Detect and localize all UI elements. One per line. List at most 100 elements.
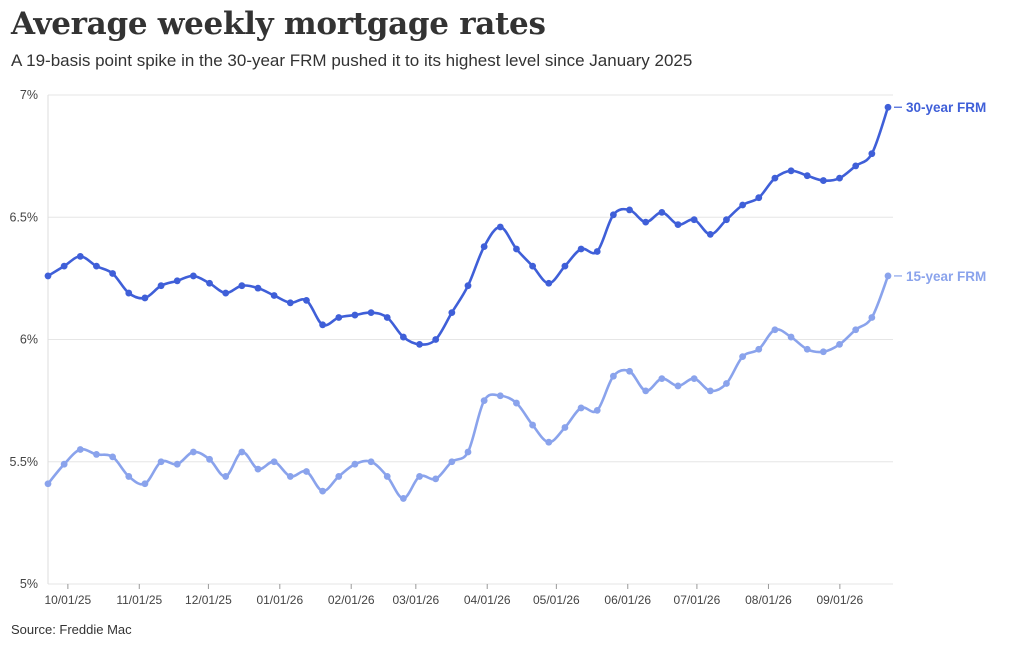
data-point-15-year-frm <box>109 453 117 461</box>
data-point-30-year-frm <box>723 216 730 224</box>
y-tick-label: 5.5% <box>10 455 39 469</box>
series-layer <box>44 103 892 502</box>
data-point-30-year-frm <box>60 262 68 270</box>
data-point-15-year-frm <box>335 473 343 480</box>
data-point-30-year-frm <box>803 172 811 180</box>
data-point-15-year-frm <box>448 458 456 466</box>
data-point-15-year-frm <box>238 448 246 456</box>
data-point-30-year-frm <box>513 245 520 253</box>
data-point-30-year-frm <box>658 208 666 216</box>
data-point-30-year-frm <box>642 218 650 226</box>
data-point-30-year-frm <box>141 294 149 302</box>
data-point-30-year-frm <box>432 336 440 343</box>
data-point-30-year-frm <box>157 282 165 290</box>
data-point-15-year-frm <box>868 314 876 321</box>
data-point-15-year-frm <box>674 382 682 390</box>
data-point-15-year-frm <box>206 455 213 463</box>
data-point-15-year-frm <box>836 340 843 348</box>
data-point-15-year-frm <box>189 448 197 456</box>
data-point-15-year-frm <box>658 375 666 383</box>
data-point-15-year-frm <box>739 353 747 361</box>
data-point-15-year-frm <box>706 387 714 395</box>
data-point-15-year-frm <box>771 326 779 334</box>
data-point-30-year-frm <box>335 314 343 321</box>
x-tick-label: 02/01/26 <box>328 593 375 607</box>
y-tick-label: 7% <box>20 88 38 102</box>
data-point-30-year-frm <box>399 333 407 341</box>
series-label-30-year-frm: 30-year FRM <box>906 100 986 115</box>
data-point-30-year-frm <box>706 230 714 238</box>
grid-layer <box>48 94 893 585</box>
data-point-15-year-frm <box>44 480 52 488</box>
data-point-30-year-frm <box>222 289 230 297</box>
data-point-30-year-frm <box>787 167 795 175</box>
chart-title: Average weekly mortgage rates <box>11 6 546 42</box>
data-point-15-year-frm <box>609 372 617 380</box>
data-point-15-year-frm <box>319 487 327 495</box>
data-point-30-year-frm <box>739 201 747 209</box>
x-tick-label: 05/01/26 <box>533 593 580 607</box>
data-point-30-year-frm <box>44 272 52 280</box>
data-point-15-year-frm <box>222 473 230 480</box>
data-point-15-year-frm <box>157 458 165 466</box>
data-point-15-year-frm <box>852 326 860 334</box>
data-point-30-year-frm <box>238 282 246 290</box>
x-tick-label: 01/01/26 <box>256 593 303 607</box>
data-point-15-year-frm <box>819 348 827 356</box>
data-point-30-year-frm <box>319 321 327 329</box>
data-point-15-year-frm <box>755 345 763 353</box>
y-tick-label: 5% <box>20 577 38 591</box>
data-point-30-year-frm <box>690 216 698 224</box>
data-point-30-year-frm <box>771 174 779 182</box>
data-point-15-year-frm <box>432 475 440 483</box>
label-layer: 15-year FRM 30-year FRM <box>894 100 986 284</box>
data-point-30-year-frm <box>609 211 617 219</box>
data-point-15-year-frm <box>383 473 391 480</box>
data-point-15-year-frm <box>480 397 488 405</box>
data-point-15-year-frm <box>270 458 278 466</box>
data-point-15-year-frm <box>529 421 537 429</box>
x-tick-label: 04/01/26 <box>464 593 511 607</box>
data-point-30-year-frm <box>303 296 310 304</box>
data-point-30-year-frm <box>561 262 569 270</box>
x-tick-label: 11/01/25 <box>116 593 162 607</box>
data-point-30-year-frm <box>529 262 537 270</box>
data-point-30-year-frm <box>755 194 763 202</box>
data-point-30-year-frm <box>270 292 278 299</box>
data-point-30-year-frm <box>868 150 876 158</box>
data-point-15-year-frm <box>416 473 423 480</box>
data-point-30-year-frm <box>626 206 633 214</box>
data-point-30-year-frm <box>416 340 423 348</box>
x-tick-label: 03/01/26 <box>392 593 439 607</box>
data-point-30-year-frm <box>480 243 488 250</box>
data-point-30-year-frm <box>189 272 197 280</box>
data-point-30-year-frm <box>351 311 359 319</box>
x-tick-label: 10/01/25 <box>45 593 92 607</box>
data-point-30-year-frm <box>367 309 375 316</box>
data-point-30-year-frm <box>125 289 133 297</box>
data-point-30-year-frm <box>206 279 213 287</box>
data-point-30-year-frm <box>852 162 860 170</box>
data-point-15-year-frm <box>577 404 585 412</box>
data-point-30-year-frm <box>593 248 601 255</box>
data-point-15-year-frm <box>76 446 84 453</box>
data-point-15-year-frm <box>803 345 811 353</box>
data-point-30-year-frm <box>109 270 117 277</box>
data-point-30-year-frm <box>286 299 294 307</box>
data-point-30-year-frm <box>674 221 682 228</box>
data-point-15-year-frm <box>367 458 375 466</box>
data-point-15-year-frm <box>561 424 569 431</box>
data-point-15-year-frm <box>723 380 730 387</box>
data-point-15-year-frm <box>496 392 504 400</box>
data-point-30-year-frm <box>173 277 181 285</box>
data-point-30-year-frm <box>93 262 100 270</box>
data-point-30-year-frm <box>496 223 504 231</box>
data-point-15-year-frm <box>125 473 133 480</box>
data-point-30-year-frm <box>76 252 84 260</box>
data-point-15-year-frm <box>60 460 68 468</box>
data-point-15-year-frm <box>399 495 407 502</box>
x-tick-label: 06/01/26 <box>604 593 651 607</box>
data-point-15-year-frm <box>464 448 472 456</box>
axis-layer: 5% 5.5% 6% 6.5% 7% 10/01/25 11/01/25 12/01/25 01… <box>10 88 864 607</box>
